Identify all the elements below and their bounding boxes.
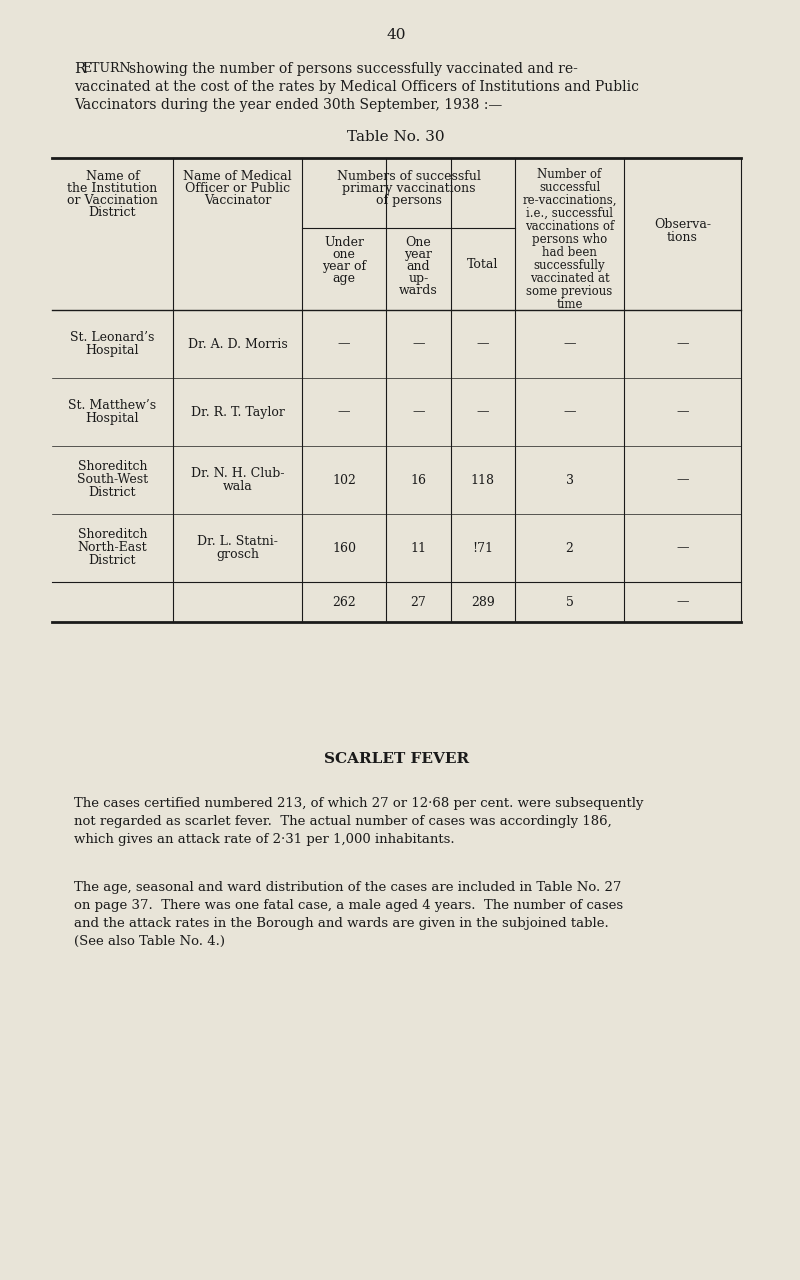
Text: Numbers of successful: Numbers of successful xyxy=(337,170,481,183)
Text: and the attack rates in the Borough and wards are given in the subjoined table.: and the attack rates in the Borough and … xyxy=(74,916,609,931)
Text: 16: 16 xyxy=(410,474,426,486)
Text: District: District xyxy=(89,485,136,498)
Text: Observa-: Observa- xyxy=(654,218,711,230)
Text: 118: 118 xyxy=(471,474,495,486)
Text: —: — xyxy=(563,406,576,419)
Text: on page 37.  There was one fatal case, a male aged 4 years.  The number of cases: on page 37. There was one fatal case, a … xyxy=(74,899,623,911)
Text: R: R xyxy=(74,61,86,76)
Text: the Institution: the Institution xyxy=(67,182,158,195)
Text: Vaccinator: Vaccinator xyxy=(204,195,271,207)
Text: South-West: South-West xyxy=(77,472,148,485)
Text: ETURN: ETURN xyxy=(82,61,130,76)
Text: tions: tions xyxy=(667,230,698,244)
Text: —: — xyxy=(676,541,689,554)
Text: —: — xyxy=(563,338,576,351)
Text: District: District xyxy=(89,553,136,567)
Text: 102: 102 xyxy=(332,474,356,486)
Text: successful: successful xyxy=(539,180,600,195)
Text: The age, seasonal and ward distribution of the cases are included in Table No. 2: The age, seasonal and ward distribution … xyxy=(74,881,622,893)
Text: District: District xyxy=(89,206,136,219)
Text: —: — xyxy=(676,338,689,351)
Text: vaccinations of: vaccinations of xyxy=(525,220,614,233)
Text: one: one xyxy=(333,248,356,261)
Text: Number of: Number of xyxy=(538,168,602,180)
Text: Shoreditch: Shoreditch xyxy=(78,460,147,472)
Text: i.e., successful: i.e., successful xyxy=(526,207,613,220)
Text: Dr. L. Statni-: Dr. L. Statni- xyxy=(198,535,278,548)
Text: not regarded as scarlet fever.  The actual number of cases was accordingly 186,: not regarded as scarlet fever. The actua… xyxy=(74,815,612,828)
Text: Dr. R. T. Taylor: Dr. R. T. Taylor xyxy=(190,406,285,419)
Text: 5: 5 xyxy=(566,595,574,608)
Text: some previous: some previous xyxy=(526,285,613,298)
Text: —: — xyxy=(412,406,425,419)
Text: Under: Under xyxy=(324,236,364,250)
Text: showing the number of persons successfully vaccinated and re-: showing the number of persons successful… xyxy=(129,61,578,76)
Text: vaccinated at the cost of the rates by Medical Officers of Institutions and Publ: vaccinated at the cost of the rates by M… xyxy=(74,81,639,93)
Text: —: — xyxy=(676,595,689,608)
Text: wards: wards xyxy=(399,284,438,297)
Text: year of: year of xyxy=(322,260,366,273)
Text: St. Leonard’s: St. Leonard’s xyxy=(70,330,154,343)
Text: persons who: persons who xyxy=(532,233,607,246)
Text: —: — xyxy=(676,406,689,419)
Text: —: — xyxy=(412,338,425,351)
Text: Name of Medical: Name of Medical xyxy=(183,170,292,183)
Text: had been: had been xyxy=(542,246,597,259)
Text: Officer or Public: Officer or Public xyxy=(185,182,290,195)
Text: The cases certified numbered 213, of which 27 or 12·68 per cent. were subsequent: The cases certified numbered 213, of whi… xyxy=(74,797,644,810)
Text: Name of: Name of xyxy=(86,170,139,183)
Text: !71: !71 xyxy=(472,541,494,554)
Text: of persons: of persons xyxy=(376,195,442,207)
Text: and: and xyxy=(406,260,430,273)
Text: Hospital: Hospital xyxy=(86,343,139,357)
Text: Shoreditch: Shoreditch xyxy=(78,527,147,540)
Text: age: age xyxy=(333,273,356,285)
Text: 2: 2 xyxy=(566,541,574,554)
Text: Table No. 30: Table No. 30 xyxy=(347,131,445,145)
Text: SCARLET FEVER: SCARLET FEVER xyxy=(324,753,469,765)
Text: Dr. A. D. Morris: Dr. A. D. Morris xyxy=(188,338,287,351)
Text: time: time xyxy=(556,298,582,311)
Text: grosch: grosch xyxy=(216,548,259,561)
Text: 11: 11 xyxy=(410,541,426,554)
Text: Dr. N. H. Club-: Dr. N. H. Club- xyxy=(191,466,285,480)
Text: —: — xyxy=(338,338,350,351)
Text: Total: Total xyxy=(467,259,498,271)
Text: up-: up- xyxy=(408,273,429,285)
Text: re-vaccinations,: re-vaccinations, xyxy=(522,195,617,207)
Text: (See also Table No. 4.): (See also Table No. 4.) xyxy=(74,934,226,948)
Text: 40: 40 xyxy=(386,28,406,42)
Text: North-East: North-East xyxy=(78,540,147,553)
Text: —: — xyxy=(477,338,489,351)
Text: One: One xyxy=(406,236,431,250)
Text: or Vaccination: or Vaccination xyxy=(67,195,158,207)
Text: successfully: successfully xyxy=(534,259,606,273)
Text: St. Matthew’s: St. Matthew’s xyxy=(68,398,157,411)
Text: wala: wala xyxy=(223,480,253,493)
Text: year: year xyxy=(405,248,433,261)
Text: Hospital: Hospital xyxy=(86,411,139,425)
Text: 3: 3 xyxy=(566,474,574,486)
Text: primary vaccinations: primary vaccinations xyxy=(342,182,475,195)
Text: vaccinated at: vaccinated at xyxy=(530,273,610,285)
Text: 160: 160 xyxy=(332,541,356,554)
Text: —: — xyxy=(477,406,489,419)
Text: —: — xyxy=(676,474,689,486)
Text: 27: 27 xyxy=(410,595,426,608)
Text: Vaccinators during the year ended 30th September, 1938 :—: Vaccinators during the year ended 30th S… xyxy=(74,99,502,113)
Text: 289: 289 xyxy=(471,595,494,608)
Text: —: — xyxy=(338,406,350,419)
Text: which gives an attack rate of 2·31 per 1,000 inhabitants.: which gives an attack rate of 2·31 per 1… xyxy=(74,833,455,846)
Text: 262: 262 xyxy=(332,595,356,608)
